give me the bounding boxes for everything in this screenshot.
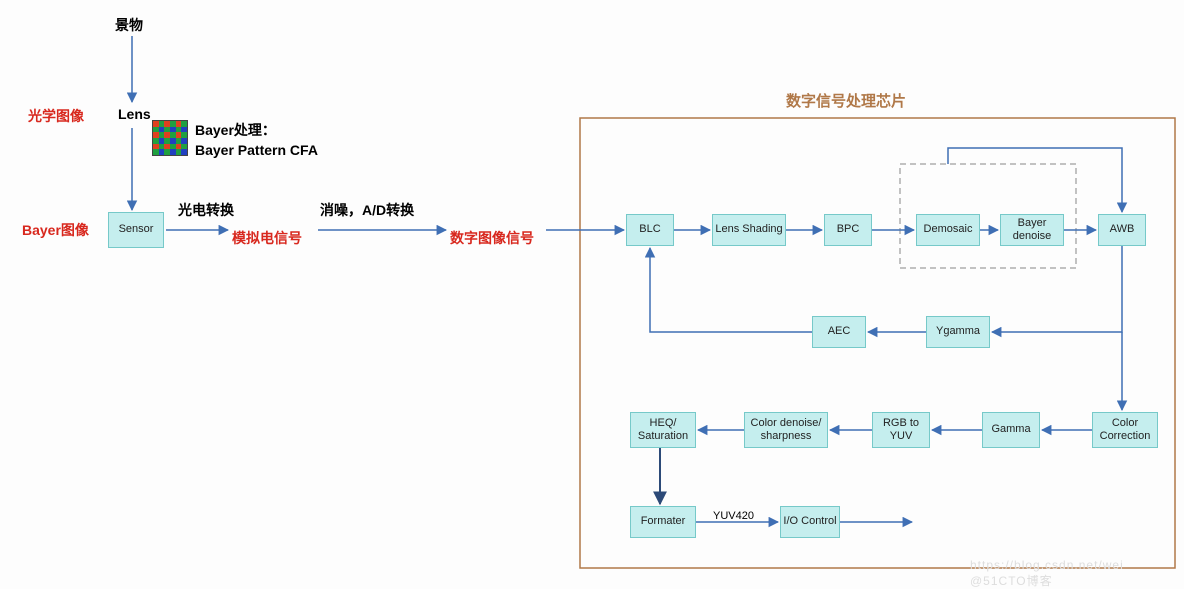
- node-color-correction: Color Correction: [1092, 412, 1158, 448]
- label-analog-signal: 模拟电信号: [232, 228, 302, 248]
- node-io-control: I/O Control: [780, 506, 840, 538]
- label-denoise-ad: 消噪，A/D转换: [320, 200, 414, 220]
- node-blc: BLC: [626, 214, 674, 246]
- node-awb: AWB: [1098, 214, 1146, 246]
- watermark-text: https://blog.csdn.net/wei @51CTO博客: [970, 558, 1184, 589]
- label-photoelectric: 光电转换: [178, 200, 234, 220]
- label-chip-title: 数字信号处理芯片: [786, 90, 906, 111]
- bayer-cfa-icon: [152, 120, 188, 156]
- node-bayer-denoise: Bayer denoise: [1000, 214, 1064, 246]
- label-bayer-title: Bayer处理：: [195, 120, 276, 140]
- node-formater: Formater: [630, 506, 696, 538]
- node-lens-shading: Lens Shading: [712, 214, 786, 246]
- node-demosaic: Demosaic: [916, 214, 980, 246]
- node-color-denoise-sharpness: Color denoise/ sharpness: [744, 412, 828, 448]
- node-aec: AEC: [812, 316, 866, 348]
- diagram-svg-layer: [0, 0, 1184, 576]
- label-optical-image: 光学图像: [28, 106, 84, 126]
- node-heq-saturation: HEQ/ Saturation: [630, 412, 696, 448]
- label-digital-signal: 数字图像信号: [450, 228, 534, 248]
- edge-label-yuv420: YUV420: [713, 510, 754, 522]
- label-bayer-image: Bayer图像: [22, 220, 89, 240]
- node-gamma: Gamma: [982, 412, 1040, 448]
- edge-aec-to-blc: [650, 248, 812, 332]
- chip-box: [580, 118, 1175, 568]
- label-bayer-cfa: Bayer Pattern CFA: [195, 142, 318, 158]
- node-ygamma: Ygamma: [926, 316, 990, 348]
- label-scene: 景物: [115, 15, 143, 35]
- node-rgb-to-yuv: RGB to YUV: [872, 412, 930, 448]
- label-lens: Lens: [118, 106, 151, 122]
- node-bpc: BPC: [824, 214, 872, 246]
- edge-awb-to-ygamma: [992, 246, 1122, 332]
- node-sensor: Sensor: [108, 212, 164, 248]
- edge-dashed-feedback: [948, 148, 1122, 212]
